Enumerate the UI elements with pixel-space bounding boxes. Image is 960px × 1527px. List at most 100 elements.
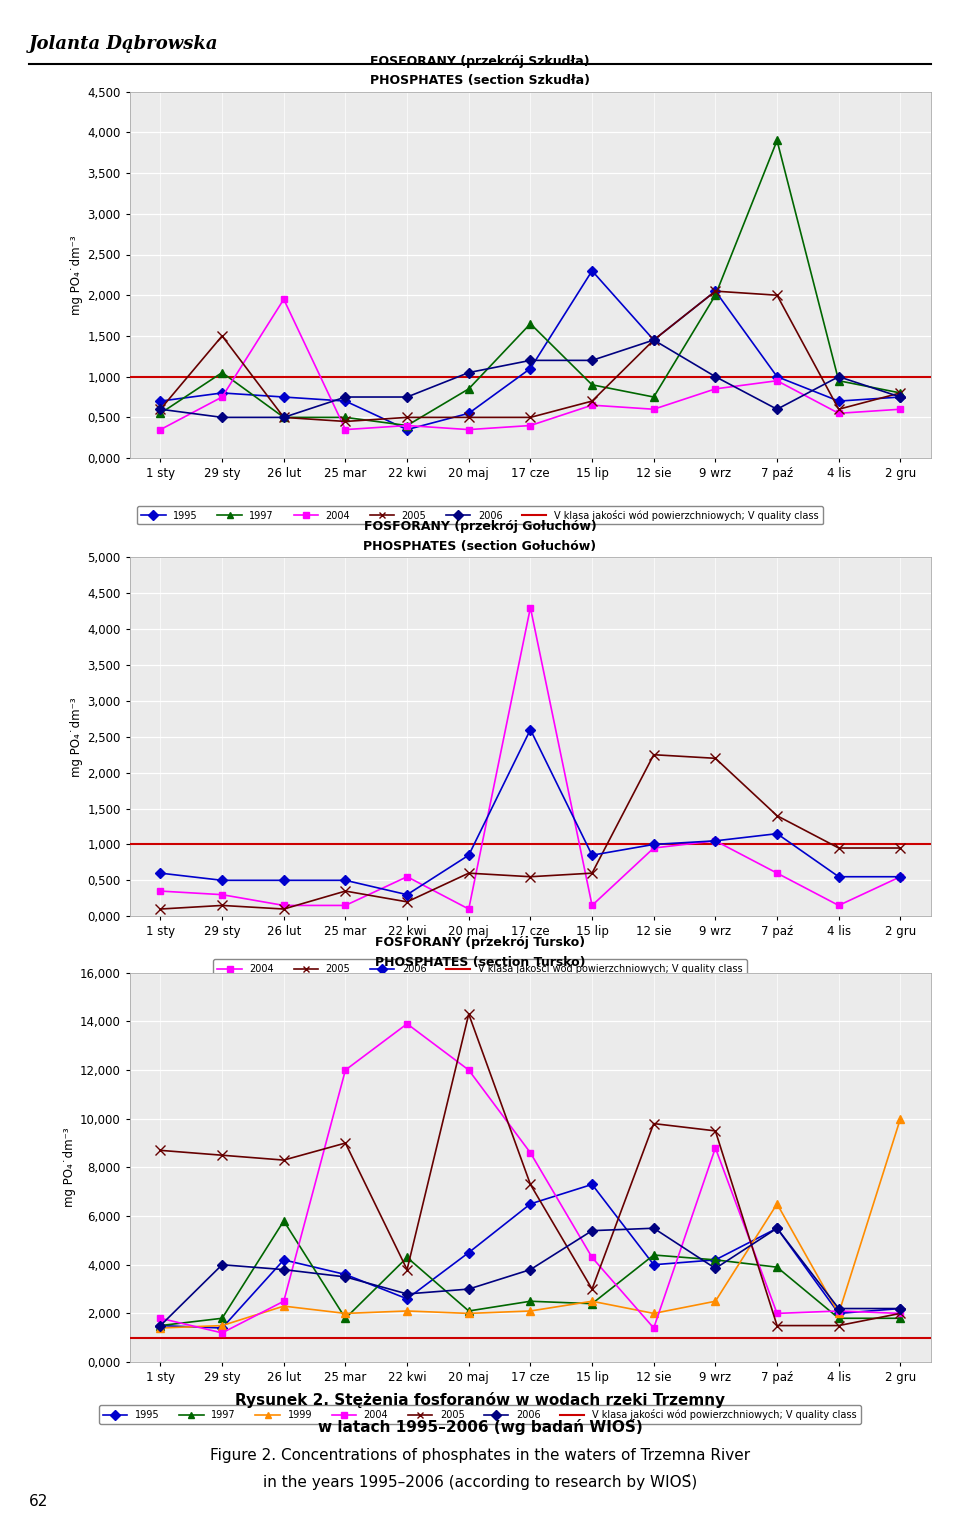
1999 [401, 1303, 413, 1321]
1999 [216, 1316, 228, 1335]
1997 [587, 1295, 598, 1313]
2004 [524, 417, 536, 435]
2004 [524, 1144, 536, 1162]
2004 [216, 1324, 228, 1342]
1995 [648, 1255, 660, 1274]
Line: 2004: 2004 [156, 1020, 904, 1336]
Text: PHOSPHATES (section Tursko): PHOSPHATES (section Tursko) [374, 956, 586, 968]
2006 [216, 408, 228, 426]
2006 [587, 846, 598, 864]
2004 [587, 1248, 598, 1266]
Y-axis label: mg PO₄˙dm⁻³: mg PO₄˙dm⁻³ [70, 696, 83, 777]
2004 [463, 899, 474, 918]
1995 [216, 1319, 228, 1338]
1997 [155, 405, 166, 423]
2006 [463, 846, 474, 864]
2006 [524, 1260, 536, 1278]
2004 [401, 417, 413, 435]
2006 [648, 1219, 660, 1237]
1997 [524, 1292, 536, 1310]
2004 [216, 886, 228, 904]
2006 [216, 1255, 228, 1274]
2005 [771, 286, 782, 304]
1995 [833, 1304, 845, 1322]
1995 [278, 1251, 290, 1269]
1995 [709, 282, 721, 301]
1997 [648, 388, 660, 406]
2006 [833, 368, 845, 386]
1997 [709, 1251, 721, 1269]
2004 [895, 867, 906, 886]
Line: 2004: 2004 [156, 296, 904, 434]
1997 [895, 1309, 906, 1327]
2005 [216, 1147, 228, 1165]
2005 [771, 1316, 782, 1335]
1999 [895, 1110, 906, 1128]
Text: w latach 1995–2006 (wg badań WIOŚ): w latach 1995–2006 (wg badań WIOŚ) [318, 1420, 642, 1435]
2005 [463, 1005, 474, 1023]
Legend: 1995, 1997, 2004, 2005, 2006, V klasa jakości wód powierzchniowych; V quality cl: 1995, 1997, 2004, 2005, 2006, V klasa ja… [137, 505, 823, 524]
1995 [401, 1290, 413, 1309]
2005 [833, 838, 845, 857]
2004 [833, 896, 845, 915]
1995 [340, 1266, 351, 1284]
2005 [340, 883, 351, 901]
2004 [587, 896, 598, 915]
1997 [648, 1246, 660, 1264]
1999 [524, 1303, 536, 1321]
1995 [587, 261, 598, 279]
2006 [340, 388, 351, 406]
2004 [155, 420, 166, 438]
2006 [155, 400, 166, 418]
1995 [340, 392, 351, 411]
1999 [340, 1304, 351, 1322]
1995 [216, 383, 228, 402]
1995 [709, 1251, 721, 1269]
2004 [340, 420, 351, 438]
2005 [648, 331, 660, 350]
1995 [524, 359, 536, 377]
2006 [771, 825, 782, 843]
1997 [463, 1303, 474, 1321]
2005 [587, 1280, 598, 1298]
2006 [401, 388, 413, 406]
2005 [401, 408, 413, 426]
2006 [587, 351, 598, 370]
2005 [463, 408, 474, 426]
1999 [709, 1292, 721, 1310]
Text: FOSFORANY (przekrój Gołuchów): FOSFORANY (przekrój Gołuchów) [364, 521, 596, 533]
1995 [463, 1243, 474, 1261]
1997 [833, 371, 845, 389]
2005 [524, 1176, 536, 1194]
1997 [587, 376, 598, 394]
2006 [463, 1280, 474, 1298]
1997 [216, 1309, 228, 1327]
2005 [340, 1135, 351, 1153]
2004 [524, 599, 536, 617]
Text: Jolanta Dąbrowska: Jolanta Dąbrowska [29, 35, 218, 53]
Legend: 2004, 2005, 2006, V klasa jakości wód powierzchniowych; V quality class: 2004, 2005, 2006, V klasa jakości wód po… [213, 959, 747, 977]
1995 [648, 331, 660, 350]
2006 [463, 363, 474, 382]
1995 [895, 388, 906, 406]
2006 [340, 870, 351, 889]
2004 [771, 1304, 782, 1322]
2006 [278, 1260, 290, 1278]
Line: 2005: 2005 [156, 750, 905, 913]
1995 [155, 1316, 166, 1335]
2004 [155, 1309, 166, 1327]
1997 [709, 286, 721, 304]
1997 [401, 1248, 413, 1266]
2004 [648, 838, 660, 857]
1997 [524, 315, 536, 333]
1995 [833, 392, 845, 411]
1999 [155, 1319, 166, 1338]
2006 [833, 1299, 845, 1318]
2005 [155, 899, 166, 918]
2004 [895, 1304, 906, 1322]
1997 [340, 1309, 351, 1327]
2006 [278, 408, 290, 426]
2004 [833, 1303, 845, 1321]
2004 [709, 1139, 721, 1157]
2004 [278, 290, 290, 308]
